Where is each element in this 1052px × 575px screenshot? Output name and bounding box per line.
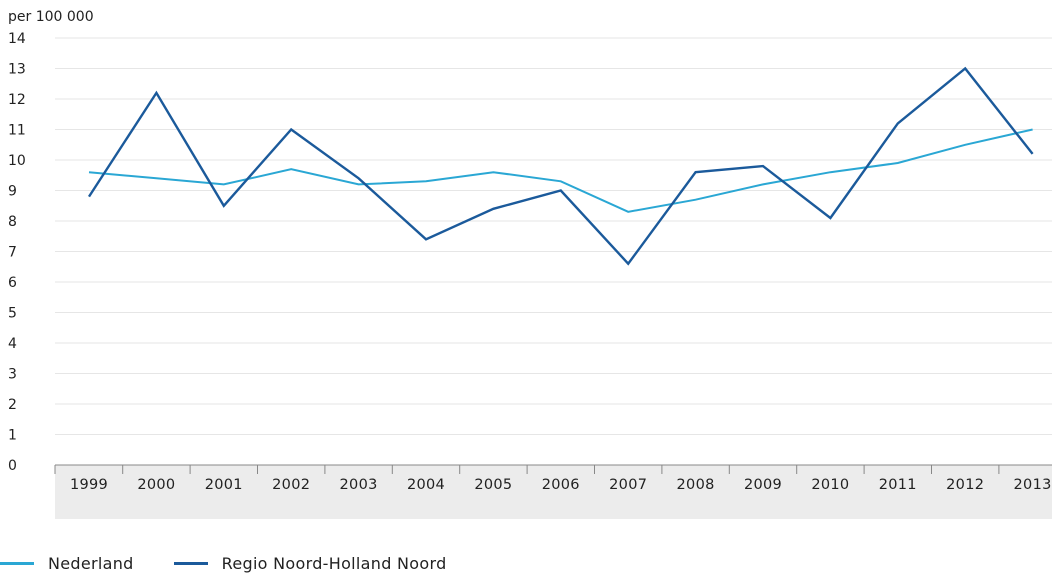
x-tick-label: 2010 bbox=[811, 477, 849, 493]
gridlines bbox=[55, 37, 1052, 435]
x-tick-label: 2013 bbox=[1014, 477, 1052, 493]
y-tick-label: 9 bbox=[8, 184, 17, 200]
x-tick-label: 2000 bbox=[137, 477, 175, 493]
x-tick-label: 2005 bbox=[474, 477, 512, 493]
y-tick-label: 3 bbox=[8, 367, 17, 383]
x-tick-label: 2007 bbox=[609, 477, 647, 493]
y-tick-label: 0 bbox=[8, 458, 17, 474]
legend-item: Regio Noord-Holland Noord bbox=[173, 553, 447, 573]
series-line-regio-noord-holland-noord bbox=[87, 66, 1034, 266]
x-tick-label: 2008 bbox=[677, 477, 715, 493]
legend-swatch bbox=[0, 561, 34, 565]
y-tick-label: 1 bbox=[8, 428, 17, 444]
legend-swatch bbox=[173, 561, 208, 565]
legend-label: Regio Noord-Holland Noord bbox=[221, 553, 447, 573]
y-tick-label: 4 bbox=[8, 336, 17, 352]
x-axis-background bbox=[55, 465, 1052, 519]
x-axis-band bbox=[55, 464, 1052, 519]
y-tick-label: 2 bbox=[8, 397, 17, 413]
y-tick-label: 11 bbox=[8, 123, 26, 139]
y-tick-label: 13 bbox=[8, 62, 26, 78]
x-tick-label: 2011 bbox=[879, 477, 917, 493]
x-tick-label: 2012 bbox=[946, 477, 984, 493]
y-tick-label: 5 bbox=[8, 306, 17, 322]
x-tick-label: 2002 bbox=[272, 477, 310, 493]
x-tick-label: 2003 bbox=[340, 477, 378, 493]
y-tick-label: 6 bbox=[8, 275, 17, 291]
x-axis: 1999 2000 2001 2002 2003 2004 2005 2006 2007 2008… bbox=[54, 465, 1052, 493]
legend-item: Nederland bbox=[0, 554, 134, 573]
x-tick-label: 2001 bbox=[205, 477, 243, 493]
y-tick-label: 10 bbox=[8, 153, 26, 169]
y-unit-label: per 100 000 bbox=[8, 9, 94, 25]
y-tick-label: 12 bbox=[8, 92, 26, 108]
legend: Nederland Regio Noord-Holland Noord bbox=[0, 552, 471, 574]
x-tick-label: 1999 bbox=[70, 477, 108, 493]
y-tick-label: 8 bbox=[8, 214, 17, 230]
series-lines bbox=[87, 66, 1034, 266]
legend-label: Nederland bbox=[48, 553, 134, 573]
y-tick-label: 7 bbox=[8, 245, 17, 261]
y-tick-label: 14 bbox=[8, 31, 26, 47]
x-tick-label: 2006 bbox=[542, 477, 580, 493]
x-tick-label: 2004 bbox=[407, 477, 445, 493]
x-tick-label: 2009 bbox=[744, 477, 782, 493]
